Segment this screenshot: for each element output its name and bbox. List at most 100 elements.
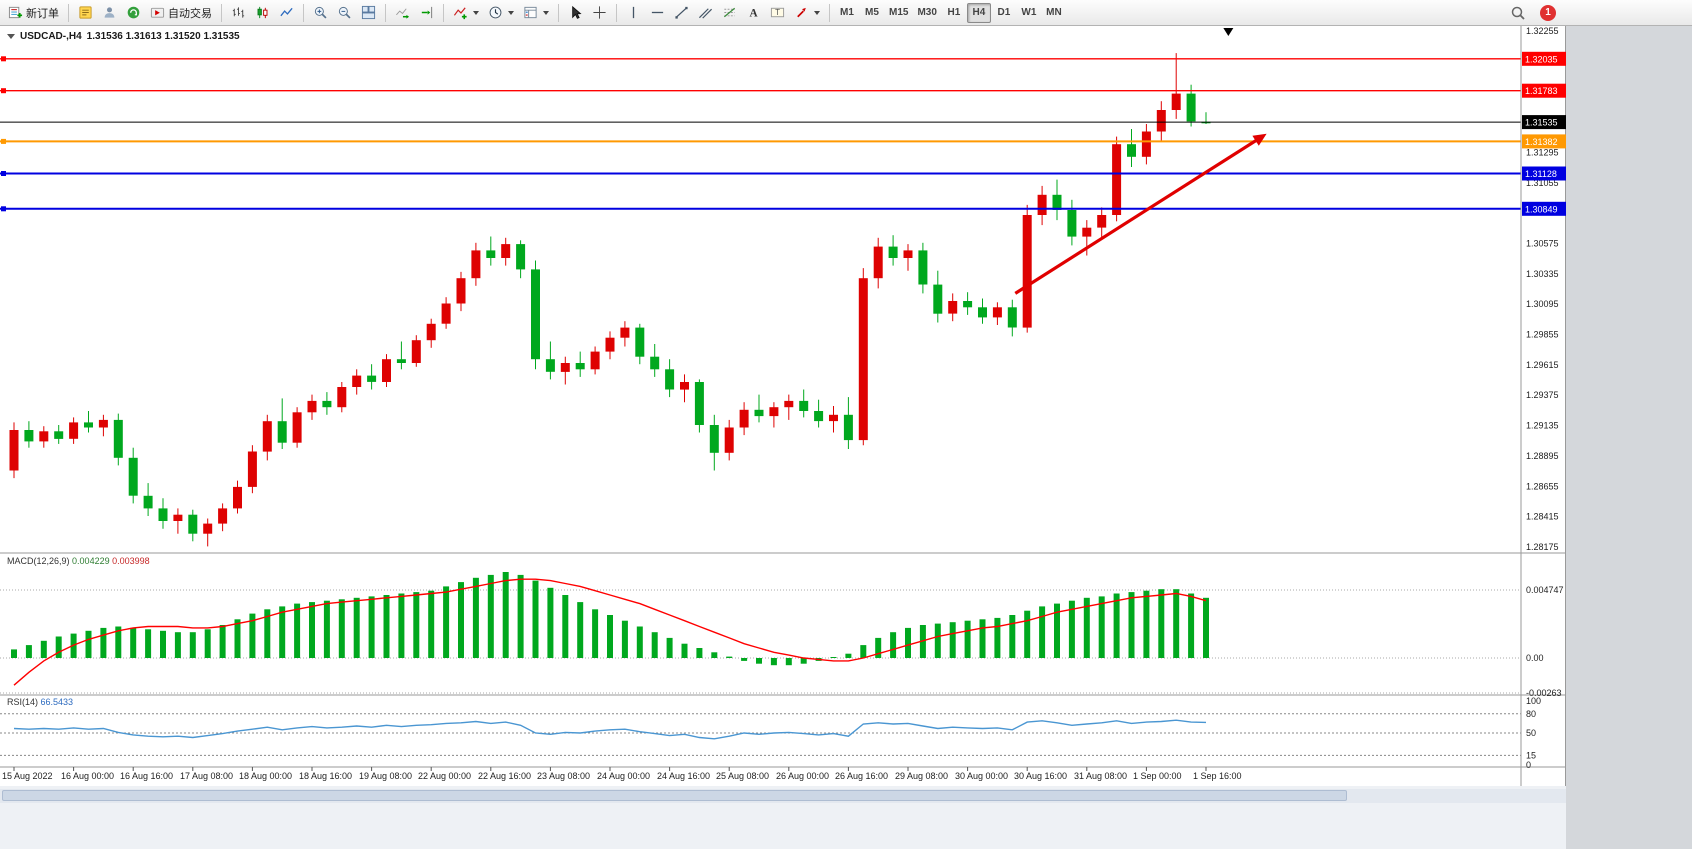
arrows-button[interactable]: [790, 2, 824, 24]
periods-button[interactable]: [484, 2, 518, 24]
macd-bar: [756, 658, 762, 664]
price-tick-label: 1.28655: [1526, 481, 1559, 491]
horizontal-line-button[interactable]: [646, 2, 669, 24]
candle: [396, 359, 406, 363]
horizontal-scrollbar[interactable]: [0, 789, 1566, 803]
price-badge: [1522, 51, 1566, 66]
timeframe-h1[interactable]: H1: [942, 3, 966, 23]
market-button[interactable]: [98, 2, 121, 24]
candle: [992, 307, 1002, 318]
macd-bar: [1113, 593, 1120, 658]
macd-bar: [547, 587, 554, 658]
line-handle: [1, 171, 6, 176]
new-order-button[interactable]: 新订单: [4, 2, 63, 24]
metaeditor-button[interactable]: [74, 2, 97, 24]
candle: [1141, 131, 1151, 157]
candle: [694, 382, 704, 425]
macd-bar: [949, 622, 956, 658]
timeframe-mn[interactable]: MN: [1042, 3, 1066, 23]
macd-bar: [115, 626, 122, 658]
macd-bar: [160, 630, 166, 658]
text-icon: A: [749, 8, 758, 20]
bar-chart-button[interactable]: [227, 2, 250, 24]
macd-bar: [994, 617, 1001, 658]
chart-svg[interactable]: 15 Aug 2022 16 Aug 00:00 16 Aug 16:00 17 Au…: [0, 26, 1566, 786]
horizontal-line-icon: [651, 11, 664, 14]
candle: [843, 414, 853, 441]
candle: [307, 400, 317, 413]
timeframe-m5[interactable]: M5: [860, 3, 884, 23]
candle: [218, 508, 228, 524]
community-button[interactable]: [122, 2, 145, 24]
collapse-icon[interactable]: [7, 34, 15, 39]
macd-bar: [443, 586, 450, 658]
hlines-layer[interactable]: [0, 56, 1521, 212]
timeframe-d1[interactable]: D1: [992, 3, 1016, 23]
notification-badge[interactable]: 1: [1540, 4, 1556, 21]
candle: [39, 431, 49, 442]
toolbar-separator: [385, 3, 386, 22]
timeframe-m30[interactable]: M30: [913, 3, 940, 23]
line-chart-button[interactable]: [275, 2, 298, 24]
rsi-line: [13, 719, 1207, 740]
chevron-down-icon: [508, 10, 514, 15]
candle: [486, 250, 496, 258]
time-label: 22 Aug 16:00: [478, 771, 531, 781]
auto-scroll-button[interactable]: [391, 2, 414, 24]
new-order-label: 新订单: [26, 7, 59, 20]
toolbar-separator: [558, 3, 559, 22]
timeframe-h4[interactable]: H4: [966, 2, 991, 23]
fibonacci-button[interactable]: [718, 2, 741, 24]
timeframe-w1[interactable]: W1: [1017, 3, 1041, 23]
templates-button[interactable]: [519, 2, 553, 24]
crosshair-button[interactable]: [588, 2, 611, 24]
label-button[interactable]: T: [766, 2, 789, 24]
price-tick-label: 1.30575: [1526, 239, 1559, 249]
candle: [203, 523, 213, 534]
channel-button[interactable]: [694, 2, 717, 24]
timeframe-m15[interactable]: M15: [885, 3, 912, 23]
candle: [665, 369, 675, 390]
candle: [963, 301, 973, 308]
macd-axis-label: 0.00: [1526, 653, 1544, 663]
zoom-in-button[interactable]: [309, 2, 332, 24]
bar-chart-icon: [232, 7, 245, 18]
macd-bar: [130, 627, 137, 658]
chart-shift-icon: [421, 6, 433, 19]
candle: [1156, 110, 1166, 132]
macd-bar: [964, 620, 971, 658]
price-tick-label: 1.29135: [1526, 421, 1559, 431]
candle: [277, 421, 287, 443]
macd-bar: [979, 619, 986, 658]
price-tick-label: 1.32255: [1526, 26, 1559, 36]
indicators-button[interactable]: [449, 2, 483, 24]
macd-bar: [1173, 589, 1180, 658]
candle: [754, 409, 764, 417]
vertical-line-button[interactable]: [622, 2, 645, 24]
tile-windows-button[interactable]: [357, 2, 380, 24]
price-tick-label: 1.30095: [1526, 299, 1559, 309]
macd-bar: [189, 632, 196, 658]
trendline-button[interactable]: [670, 2, 693, 24]
candlestick-button[interactable]: [251, 2, 274, 24]
scrollbar-thumb[interactable]: [2, 790, 1347, 801]
chart-shift-button[interactable]: [415, 2, 438, 24]
macd-bar: [85, 630, 92, 658]
annotations-layer[interactable]: [1014, 28, 1267, 295]
zoom-out-icon: [338, 6, 351, 19]
timeframe-m1[interactable]: M1: [835, 3, 859, 23]
cursor-button[interactable]: [564, 2, 587, 24]
autotrading-button[interactable]: 自动交易: [146, 2, 216, 24]
crosshair-icon: [593, 6, 606, 19]
macd-bar: [338, 599, 345, 658]
text-button[interactable]: A: [742, 2, 765, 24]
chart-ohlc: 1.31536 1.31613 1.31520 1.31535: [86, 31, 240, 42]
bar-marker-triangle: [1223, 28, 1234, 36]
candle: [173, 514, 183, 521]
search-button[interactable]: [1506, 2, 1530, 24]
time-label: 18 Aug 00:00: [239, 771, 292, 781]
time-label: 16 Aug 00:00: [61, 771, 114, 781]
macd-bar: [532, 580, 539, 658]
macd-bar: [934, 623, 941, 658]
zoom-out-button[interactable]: [333, 2, 356, 24]
